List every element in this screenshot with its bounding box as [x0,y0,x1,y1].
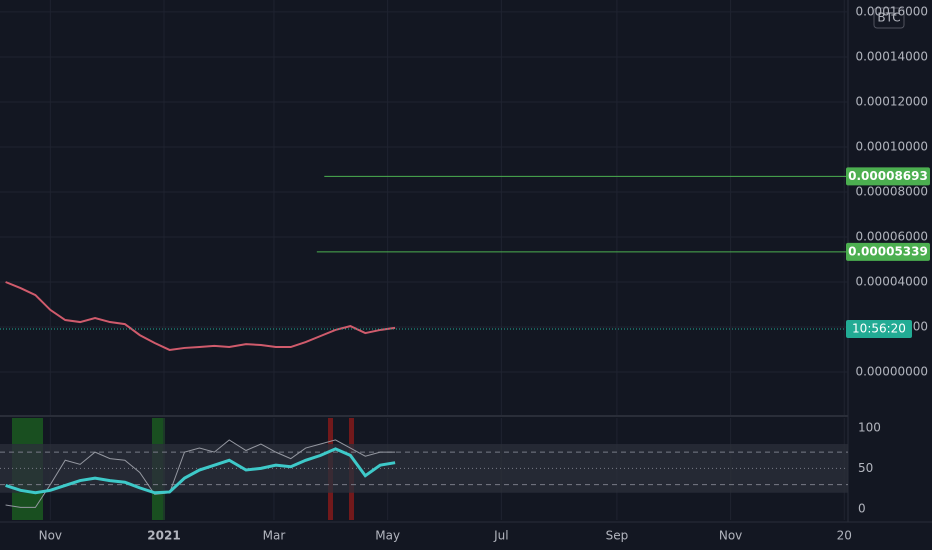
y-tick-label: 100 [858,420,881,434]
level-label: 0.00008693 [848,169,928,183]
level-badge [846,242,930,261]
countdown: 10:56:20 [852,322,906,336]
level-badge [846,167,930,186]
y-tick-label: 0.00010000 [855,139,928,153]
y-tick-label: 0.00012000 [855,94,928,108]
y-tick-label: 0.00016000 [855,4,928,18]
x-tick-label: Nov [39,529,62,543]
y-tick-label: 0.00014000 [855,49,928,63]
series-line [5,281,396,351]
x-tick-label: May [375,529,400,543]
currency: BTC [877,11,900,25]
x-tick-label: 20 [837,529,852,543]
x-tick-label: Nov [719,529,742,543]
y-tick-label: 0.00006000 [855,229,928,243]
y-tick-label: 0.00000000 [855,365,928,379]
x-tick-label: Mar [263,529,286,543]
series-line [5,447,396,495]
y-tick-label: 0 [858,502,866,516]
y-tick-label: 0.00004000 [855,274,928,288]
y-tick-label: 0.00008000 [855,184,928,198]
currency-badge[interactable] [873,7,905,29]
countdown-badge [846,320,912,339]
x-tick-label: Sep [606,529,629,543]
series-line [5,439,396,508]
x-tick-label: Jul [493,529,508,543]
level-label: 0.00005339 [848,244,928,258]
y-tick-label: 50 [858,461,873,475]
x-tick-label: 2021 [147,529,180,543]
